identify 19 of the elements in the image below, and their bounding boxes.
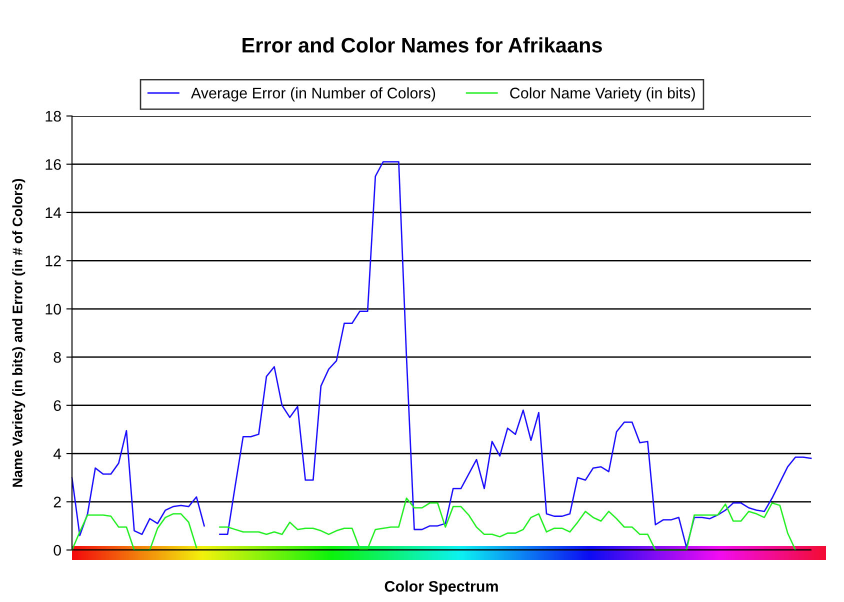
legend-label: Average Error (in Number of Colors)	[190, 87, 436, 102]
y-tick-label: 0	[54, 544, 61, 556]
line-series	[71, 430, 205, 536]
legend-label: Color Name Variety (in bits)	[510, 87, 695, 102]
x-axis-title: Color Spectrum	[384, 580, 498, 595]
y-tick-label: 16	[46, 159, 61, 170]
y-tick-label: 2	[54, 496, 61, 508]
y-tick-label: 14	[46, 207, 62, 218]
line-series	[71, 513, 198, 551]
y-tick-label: 8	[54, 352, 61, 363]
line-series	[219, 161, 812, 548]
y-tick-label: 10	[46, 304, 61, 315]
y-tick-label: 12	[46, 256, 61, 266]
y-axis-title: Name Variety (in bits) and Error (in # of Colors)	[12, 178, 26, 487]
line-series	[219, 497, 796, 551]
y-tick-label: 4	[53, 448, 62, 460]
y-tick-label: 6	[54, 400, 61, 412]
chart-title: Error and Color Names for Afrikaans	[242, 37, 602, 53]
y-tick-label: 18	[46, 110, 61, 122]
